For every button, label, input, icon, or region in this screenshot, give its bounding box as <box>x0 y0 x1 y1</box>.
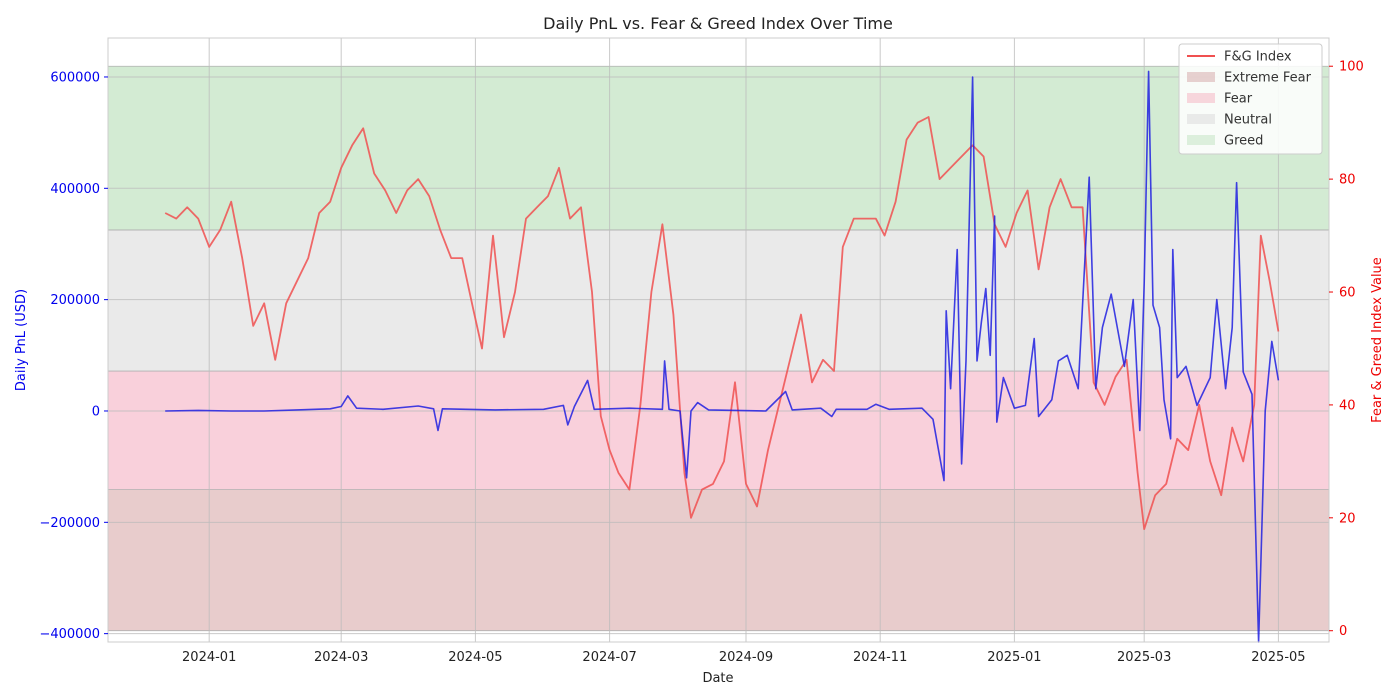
band-fear <box>108 371 1329 490</box>
band-greed <box>108 66 1329 230</box>
x-tick-label: 2024-01 <box>182 650 236 665</box>
y-left-tick-label: 0 <box>92 404 100 419</box>
x-axis-label: Date <box>702 671 733 686</box>
y-left-tick-label: 200000 <box>50 293 100 308</box>
plot-area: 2024-01 2024-03 2024-05 2024-07 2024-09 2024-… <box>39 37 1364 665</box>
fear-greed-series-line <box>164 116 1280 530</box>
legend: F&G Index Extreme Fear Fear Neutral Greed <box>1178 43 1323 155</box>
legend-label-f-g-index: F&G Index <box>1224 50 1292 65</box>
band-extreme-fear <box>108 489 1329 631</box>
y-right-tick-label: 100 <box>1339 60 1364 75</box>
pnl-series-line <box>165 70 1280 643</box>
y-left-tick-label: 400000 <box>50 182 100 197</box>
x-tick-label: 2024-03 <box>314 650 368 665</box>
y-right-tick-label: 0 <box>1339 624 1347 639</box>
legend-swatch-neutral <box>1187 114 1215 124</box>
y-right-tick-label: 80 <box>1339 173 1356 188</box>
legend-label-greed: Greed <box>1224 134 1263 149</box>
y-axis-left-label: Daily PnL (USD) <box>14 289 29 391</box>
x-tick-label: 2024-05 <box>448 650 502 665</box>
y-right-tick-label: 60 <box>1339 286 1356 301</box>
band-neutral <box>108 229 1329 372</box>
legend-box <box>1178 43 1323 155</box>
x-tick-label: 2024-09 <box>719 650 773 665</box>
y-right-tick-label: 20 <box>1339 511 1356 526</box>
y-axis-right-label: Fear & Greed Index Value <box>1370 257 1385 423</box>
y-left-tick-label: 600000 <box>50 70 100 85</box>
legend-label-fear: Fear <box>1224 92 1253 107</box>
legend-label-extreme-fear: Extreme Fear <box>1224 71 1312 86</box>
x-tick-label: 2025-01 <box>987 650 1041 665</box>
plot-frame <box>107 37 1330 643</box>
x-tick-label: 2025-03 <box>1117 650 1171 665</box>
x-tick-label: 2024-11 <box>853 650 907 665</box>
legend-label-neutral: Neutral <box>1224 113 1272 128</box>
x-tick-label: 2024-07 <box>582 650 636 665</box>
y-right-tick-label: 40 <box>1339 398 1356 413</box>
y-left-tick-label: −200000 <box>39 516 100 531</box>
legend-swatch-fear <box>1187 93 1215 103</box>
legend-swatch-greed <box>1187 135 1215 145</box>
x-tick-label: 2025-05 <box>1251 650 1305 665</box>
legend-swatch-extreme-fear <box>1187 72 1215 82</box>
chart-title: Daily PnL vs. Fear & Greed Index Over Ti… <box>543 14 893 33</box>
y-left-tick-label: −400000 <box>39 627 100 642</box>
